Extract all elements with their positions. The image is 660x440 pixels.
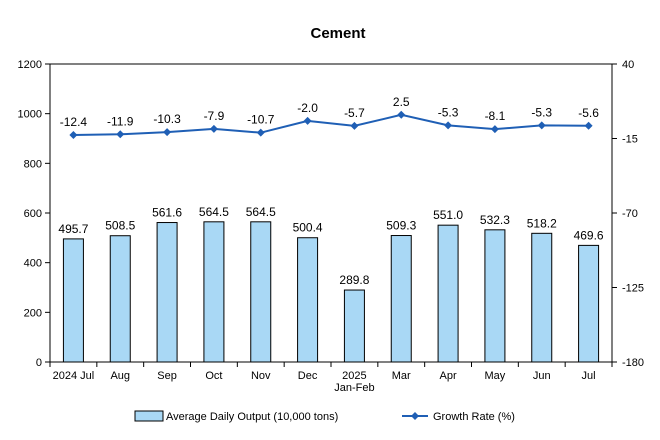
bar xyxy=(109,235,131,363)
x-axis-tick-label: Apr xyxy=(440,370,457,382)
bar-value-label: 495.7 xyxy=(58,222,88,236)
growth-value-label: -2.0 xyxy=(297,101,318,115)
data-labels-group: 495.7 508.5 561.6 564.5 564.5 500.4 289.8 509.3… xyxy=(58,95,604,287)
x-axis-tick-label: Jun xyxy=(533,370,551,382)
x-axis-tick-label: 2025 Jan-Feb xyxy=(334,370,374,394)
bar xyxy=(437,224,459,363)
left-axis-tick-label: 800 xyxy=(24,158,42,170)
right-axis-tick-label: -70 xyxy=(622,208,638,220)
x-axis-tick-label: Oct xyxy=(205,370,222,382)
left-axis-tick-label: 1200 xyxy=(18,59,42,71)
left-axis-tick-label: 600 xyxy=(24,208,42,220)
x-axis-tick-label: Jul xyxy=(582,370,596,382)
bar xyxy=(250,221,272,363)
growth-point xyxy=(116,130,125,139)
bar xyxy=(390,235,412,363)
left-axis-tick-label: 400 xyxy=(24,258,42,270)
left-axis-tick-label: 1000 xyxy=(18,109,42,121)
left-axis-tick-label: 200 xyxy=(24,307,42,319)
bar-value-label: 564.5 xyxy=(199,205,229,219)
growth-point xyxy=(537,121,546,130)
growth-line xyxy=(73,113,589,136)
bar-value-label: 500.4 xyxy=(293,221,323,235)
growth-point xyxy=(444,121,453,130)
growth-point xyxy=(303,116,312,125)
bar-value-label: 289.8 xyxy=(339,273,369,287)
bar-value-label: 564.5 xyxy=(246,205,276,219)
bar xyxy=(62,238,84,363)
growth-point xyxy=(350,121,359,130)
bar xyxy=(484,229,506,363)
bar xyxy=(156,222,178,363)
chart-title: Cement xyxy=(310,25,365,42)
bars-group xyxy=(62,221,600,363)
growth-point xyxy=(584,121,593,130)
bar-value-label: 518.2 xyxy=(527,216,557,230)
legend-bar-label: Average Daily Output (10,000 tons) xyxy=(166,411,338,423)
x-axis-tick-label: Aug xyxy=(110,370,130,382)
growth-point xyxy=(163,128,172,137)
legend: Average Daily Output (10,000 tons) Growth… xyxy=(134,410,515,423)
growth-value-label: -8.1 xyxy=(485,109,506,123)
growth-value-label: -5.6 xyxy=(578,106,599,120)
bar xyxy=(578,244,600,363)
x-axis-tick-label: Nov xyxy=(251,370,271,382)
axes: 0 200 400 600 800 1000 1200 -180 -125 -70 -15 40 202… xyxy=(18,59,645,394)
growth-point xyxy=(397,110,406,119)
growth-value-label: -10.7 xyxy=(247,113,275,127)
growth-value-label: -10.3 xyxy=(153,112,181,126)
bar xyxy=(297,237,319,363)
bar xyxy=(531,232,553,363)
bar-value-label: 508.5 xyxy=(105,219,135,233)
x-axis-tick-label: Mar xyxy=(392,370,411,382)
right-axis-tick-label: -180 xyxy=(622,357,644,369)
growth-point xyxy=(209,124,218,133)
bar xyxy=(203,221,225,363)
legend-bar-swatch xyxy=(134,410,164,422)
bar xyxy=(343,289,365,363)
legend-line-marker xyxy=(411,412,419,420)
bar-value-label: 469.6 xyxy=(574,228,604,242)
bar-value-label: 509.3 xyxy=(386,219,416,233)
growth-value-label: -12.4 xyxy=(60,115,88,129)
growth-value-label: -5.3 xyxy=(438,105,459,119)
growth-point xyxy=(69,130,78,139)
growth-line-group xyxy=(69,110,593,139)
growth-value-label: -7.9 xyxy=(204,109,225,123)
growth-value-label: 2.5 xyxy=(393,95,410,109)
x-axis-tick-label: 2024 Jul xyxy=(53,370,95,382)
x-axis-tick-label: Dec xyxy=(298,370,318,382)
right-axis-tick-label: 40 xyxy=(622,59,634,71)
bar-value-label: 532.3 xyxy=(480,213,510,227)
legend-line-label: Growth Rate (%) xyxy=(433,411,515,423)
growth-value-label: -11.9 xyxy=(107,114,134,128)
right-axis-tick-label: -125 xyxy=(622,283,644,295)
growth-point xyxy=(256,128,265,137)
x-axis-tick-label: Sep xyxy=(157,370,177,382)
left-axis-tick-label: 0 xyxy=(36,357,42,369)
growth-value-label: -5.3 xyxy=(531,105,552,119)
plot-frame xyxy=(49,63,613,363)
x-axis-tick-label: May xyxy=(485,370,506,382)
right-axis-tick-label: -15 xyxy=(622,134,638,146)
growth-point xyxy=(490,125,499,134)
bar-value-label: 551.0 xyxy=(433,208,463,222)
bar-value-label: 561.6 xyxy=(152,206,182,220)
growth-value-label: -5.7 xyxy=(344,106,365,120)
